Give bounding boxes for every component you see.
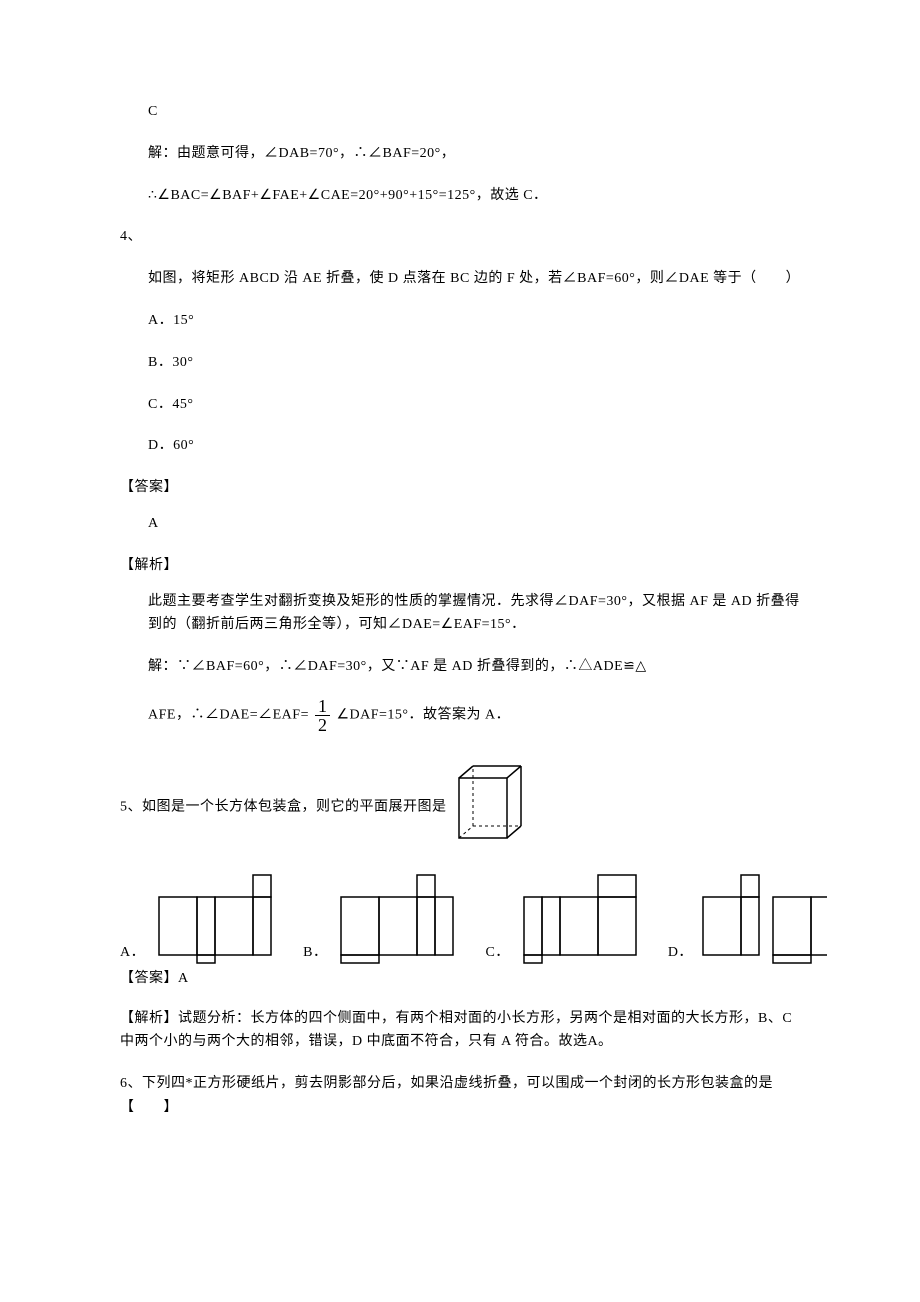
q5-options-row: A． B．	[120, 873, 800, 965]
q5-analysis-header: 【解析】	[120, 1011, 178, 1026]
q5-option-c-label: C．	[485, 941, 509, 965]
q3-solution-line2: ∴∠BAC=∠BAF+∠FAE+∠CAE=20°+90°+15°=125°，故选…	[120, 184, 800, 208]
q5-option-d: D．	[668, 873, 827, 965]
q5-answer: 【答案】A	[120, 967, 800, 991]
q4-answer-letter: A	[120, 512, 800, 536]
q4-analysis-p2b-post: ∠DAF=15°．故答案为 A．	[336, 708, 510, 723]
q4-analysis-p2a: 解：∵∠BAF=60°，∴∠DAF=30°，又∵AF 是 AD 折叠得到的，∴△…	[120, 655, 800, 679]
q4-number: 4、	[120, 225, 800, 249]
net-b-icon	[333, 873, 461, 965]
fraction-one-half-icon: 1 2	[315, 697, 331, 734]
q5-option-a: A．	[120, 873, 279, 965]
q5-stem: 5、如图是一个长方体包装盒，则它的平面展开图是	[120, 800, 447, 815]
q3-answer-letter: C	[120, 100, 800, 124]
q5-option-c: C．	[485, 873, 643, 965]
rect-prism-icon	[451, 760, 531, 855]
q4-option-d: D．60°	[120, 434, 800, 458]
fraction-numerator: 1	[315, 697, 331, 716]
q4-option-b: B．30°	[120, 351, 800, 375]
q4-analysis-p2b-pre: AFE，∴∠DAE=∠EAF=	[148, 708, 309, 723]
q4-option-c: C．45°	[120, 393, 800, 417]
net-c-icon	[516, 873, 644, 965]
q5-option-b: B．	[303, 873, 461, 965]
page: C 解：由题意可得，∠DAB=70°，∴∠BAF=20°， ∴∠BAC=∠BAF…	[0, 0, 920, 1302]
q5-option-b-label: B．	[303, 941, 327, 965]
q4-analysis-p1: 此题主要考查学生对翻折变换及矩形的性质的掌握情况．先求得∠DAF=30°，又根据…	[120, 590, 800, 638]
q4-analysis-p2b: AFE，∴∠DAE=∠EAF= 1 2 ∠DAF=15°．故答案为 A．	[120, 697, 800, 734]
q5-analysis-body: 试题分析：长方体的四个侧面中，有两个相对面的小长方形，另两个是相对面的大长方形，…	[120, 1011, 792, 1050]
q5-option-d-label: D．	[668, 941, 693, 965]
q5-option-a-label: A．	[120, 941, 145, 965]
q5-stem-row: 5、如图是一个长方体包装盒，则它的平面展开图是	[120, 760, 800, 855]
net-d-icon	[699, 873, 827, 965]
q4-analysis-header: 【解析】	[120, 554, 800, 578]
q6-stem: 6、下列四*正方形硬纸片，剪去阴影部分后，如果沿虚线折叠，可以围成一个封闭的长方…	[120, 1072, 800, 1120]
q4-stem: 如图，将矩形 ABCD 沿 AE 折叠，使 D 点落在 BC 边的 F 处，若∠…	[120, 267, 800, 291]
q5-analysis: 【解析】试题分析：长方体的四个侧面中，有两个相对面的小长方形，另两个是相对面的大…	[120, 1007, 800, 1055]
q4-answer-header: 【答案】	[120, 476, 800, 500]
fraction-denominator: 2	[315, 716, 331, 734]
q3-solution-line1: 解：由题意可得，∠DAB=70°，∴∠BAF=20°，	[120, 142, 800, 166]
q4-option-a: A．15°	[120, 309, 800, 333]
net-a-icon	[151, 873, 279, 965]
